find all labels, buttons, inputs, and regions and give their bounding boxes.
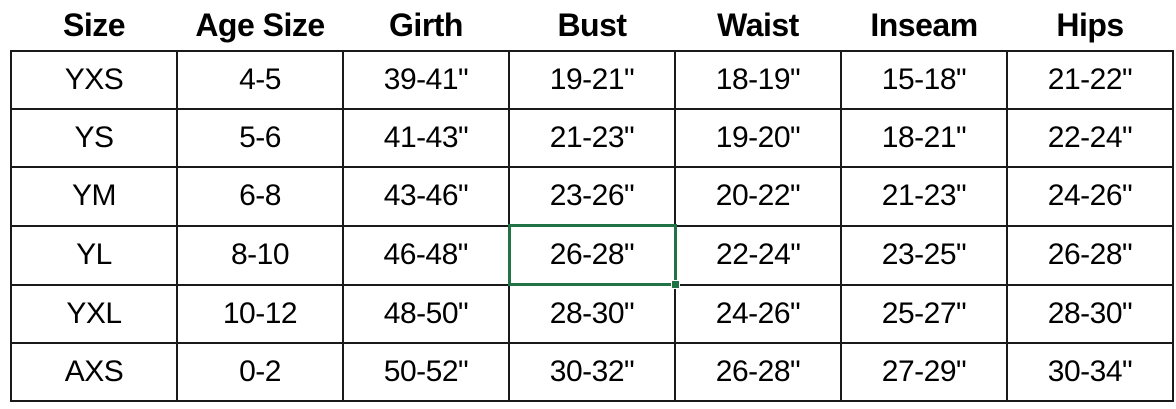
cell-axs-bust[interactable]: 30-32"	[508, 342, 676, 402]
cell-yxl-waist[interactable]: 24-26"	[674, 283, 842, 344]
column-header-bust[interactable]: Bust	[509, 0, 675, 51]
cell-yl-hips[interactable]: 26-28"	[1006, 224, 1174, 286]
cell-axs-size[interactable]: AXS	[10, 342, 178, 402]
cell-ym-age-size[interactable]: 6-8	[176, 166, 344, 227]
cell-ys-size[interactable]: YS	[10, 108, 178, 168]
table-row-ym: YM 6-8 43-46" 23-26" 20-22" 21-23" 24-26"	[10, 166, 1174, 227]
cell-ym-inseam[interactable]: 21-23"	[840, 166, 1008, 227]
size-chart-table: Size Age Size Girth Bust Waist Inseam Hips YXS…	[10, 0, 1174, 402]
cell-ym-girth[interactable]: 43-46"	[342, 166, 510, 227]
cell-ys-age-size[interactable]: 5-6	[176, 108, 344, 168]
cell-yxs-girth[interactable]: 39-41"	[342, 50, 510, 110]
cell-yxs-inseam[interactable]: 15-18"	[840, 50, 1008, 110]
cell-yxs-bust[interactable]: 19-21"	[508, 50, 676, 110]
cell-axs-inseam[interactable]: 27-29"	[840, 342, 1008, 402]
cell-axs-age-size[interactable]: 0-2	[176, 342, 344, 402]
table-row-axs: AXS 0-2 50-52" 30-32" 26-28" 27-29" 30-34"	[10, 342, 1174, 402]
column-header-inseam[interactable]: Inseam	[841, 0, 1007, 51]
cell-yl-size[interactable]: YL	[10, 224, 178, 286]
column-header-age-size[interactable]: Age Size	[177, 0, 343, 51]
column-header-hips[interactable]: Hips	[1007, 0, 1173, 51]
table-row-yxl: YXL 10-12 48-50" 28-30" 24-26" 25-27" 28-30"	[10, 283, 1174, 344]
cell-ys-girth[interactable]: 41-43"	[342, 108, 510, 168]
header-row: Size Age Size Girth Bust Waist Inseam Hips	[11, 0, 1173, 51]
cell-ys-bust[interactable]: 21-23"	[508, 108, 676, 168]
column-header-girth[interactable]: Girth	[343, 0, 509, 51]
cell-ym-waist[interactable]: 20-22"	[674, 166, 842, 227]
cell-axs-girth[interactable]: 50-52"	[342, 342, 510, 402]
cell-yxs-age-size[interactable]: 4-5	[176, 50, 344, 110]
cell-ym-hips[interactable]: 24-26"	[1006, 166, 1174, 227]
cell-yl-girth[interactable]: 46-48"	[342, 224, 510, 286]
column-header-size[interactable]: Size	[11, 0, 177, 51]
cell-ys-waist[interactable]: 19-20"	[674, 108, 842, 168]
cell-yl-age-size[interactable]: 8-10	[176, 224, 344, 286]
selection-fill-handle[interactable]	[670, 280, 680, 289]
cell-ys-inseam[interactable]: 18-21"	[840, 108, 1008, 168]
cell-yxl-size[interactable]: YXL	[10, 283, 178, 344]
cell-ym-size[interactable]: YM	[10, 166, 178, 227]
table-body: YXS 4-5 39-41" 19-21" 18-19" 15-18" 21-22" YS 5-…	[10, 50, 1174, 402]
cell-yxs-size[interactable]: YXS	[10, 50, 178, 110]
cell-yxl-hips[interactable]: 28-30"	[1006, 283, 1174, 344]
cell-yl-waist[interactable]: 22-24"	[674, 224, 842, 286]
cell-yxl-bust[interactable]: 28-30"	[508, 283, 676, 344]
cell-ym-bust[interactable]: 23-26"	[508, 166, 676, 227]
cell-yxs-waist[interactable]: 18-19"	[674, 50, 842, 110]
cell-yxl-girth[interactable]: 48-50"	[342, 283, 510, 344]
table-row-ys: YS 5-6 41-43" 21-23" 19-20" 18-21" 22-24"	[10, 108, 1174, 168]
cell-yxs-hips[interactable]: 21-22"	[1006, 50, 1174, 110]
cell-yl-bust[interactable]: 26-28"	[507, 224, 680, 289]
table-row-yl: YL 8-10 46-48" 26-28" 22-24" 23-25" 26-28"	[10, 224, 1174, 289]
cell-ys-hips[interactable]: 22-24"	[1006, 108, 1174, 168]
cell-yxl-inseam[interactable]: 25-27"	[840, 283, 1008, 344]
cell-axs-hips[interactable]: 30-34"	[1006, 342, 1174, 402]
cell-yxl-age-size[interactable]: 10-12	[176, 283, 344, 344]
cell-yl-inseam[interactable]: 23-25"	[840, 224, 1008, 286]
cell-axs-waist[interactable]: 26-28"	[674, 342, 842, 402]
table-row-yxs: YXS 4-5 39-41" 19-21" 18-19" 15-18" 21-22"	[10, 50, 1174, 110]
column-header-waist[interactable]: Waist	[675, 0, 841, 51]
